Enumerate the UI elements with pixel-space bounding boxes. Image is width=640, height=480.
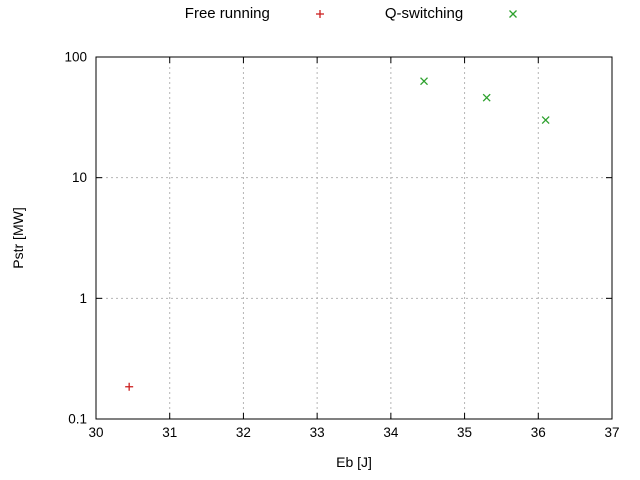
legend-item-q-switching: Q-switching [385, 6, 523, 22]
legend-label-free-running: Free running [184, 5, 270, 22]
x-tick-label: 33 [310, 425, 325, 440]
cross-marker-icon [509, 10, 518, 18]
legend-label-q-switching: Q-switching [384, 5, 464, 22]
plot-border [95, 56, 613, 420]
y-tick-label: 1 [79, 291, 87, 306]
x-axis-title: Eb [J] [336, 454, 372, 470]
x-tick-label: 32 [236, 425, 251, 440]
data-point-marker [420, 77, 428, 86]
data-point-marker [509, 10, 518, 18]
x-tick-label: 36 [531, 425, 546, 440]
x-tick-label: 37 [604, 425, 619, 440]
x-tick-label: 35 [457, 425, 472, 440]
chart-legend: Free running Q-switching [96, 6, 612, 22]
plus-marker-icon [315, 10, 324, 18]
x-tick-label: 30 [88, 425, 103, 440]
y-tick-label: 100 [64, 50, 87, 65]
x-tick-label: 31 [162, 425, 177, 440]
y-tick-label: 0.1 [68, 412, 87, 427]
data-point-marker [315, 10, 324, 18]
data-point-marker [482, 93, 491, 102]
legend-item-free-running: Free running [185, 6, 330, 22]
data-point-marker [541, 116, 550, 125]
data-point-marker [125, 382, 134, 391]
x-tick-label: 34 [383, 425, 399, 440]
y-tick-label: 10 [72, 170, 87, 185]
